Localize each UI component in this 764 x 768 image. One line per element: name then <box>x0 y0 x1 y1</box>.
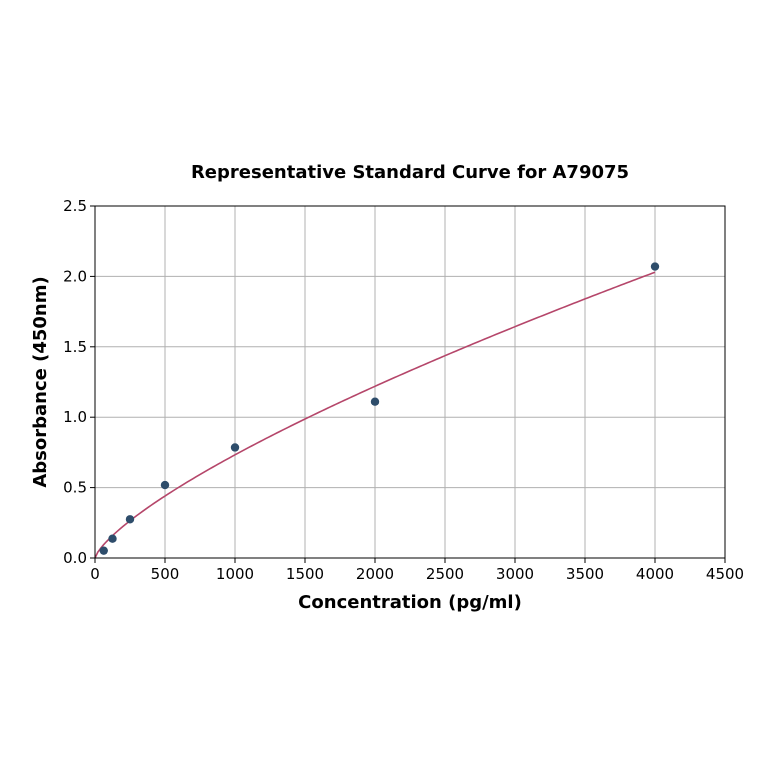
data-point <box>125 515 135 524</box>
data-point <box>230 443 240 452</box>
x-tick-label: 3500 <box>566 565 604 583</box>
y-tick-label: 1.5 <box>63 338 87 356</box>
y-tick-label: 1.0 <box>63 408 87 426</box>
x-tick-label: 2500 <box>426 565 464 583</box>
y-tick-label: 2.0 <box>63 267 87 285</box>
chart-title: Representative Standard Curve for A79075 <box>191 162 629 183</box>
x-tick-label: 4000 <box>636 565 674 583</box>
x-tick-label: 0 <box>90 565 100 583</box>
x-tick-label: 3000 <box>496 565 534 583</box>
plot-frame <box>94 205 726 559</box>
x-tick-label: 1500 <box>286 565 324 583</box>
data-point <box>370 397 380 406</box>
data-point <box>108 534 117 543</box>
x-tick-label: 500 <box>151 565 180 583</box>
data-point <box>650 262 660 271</box>
data-point <box>99 546 108 555</box>
data-point <box>160 480 170 490</box>
fit-curve <box>94 271 656 559</box>
y-tick-label: 0.5 <box>63 479 87 497</box>
x-tick-label: 4500 <box>706 565 744 583</box>
x-tick-label: 1000 <box>216 565 254 583</box>
y-tick-label: 2.5 <box>63 197 87 215</box>
y-tick-label: 0.0 <box>63 549 87 567</box>
x-axis-label: Concentration (pg/ml) <box>298 592 522 613</box>
y-axis-label: Absorbance (450nm) <box>30 276 51 487</box>
x-tick-label: 2000 <box>356 565 394 583</box>
